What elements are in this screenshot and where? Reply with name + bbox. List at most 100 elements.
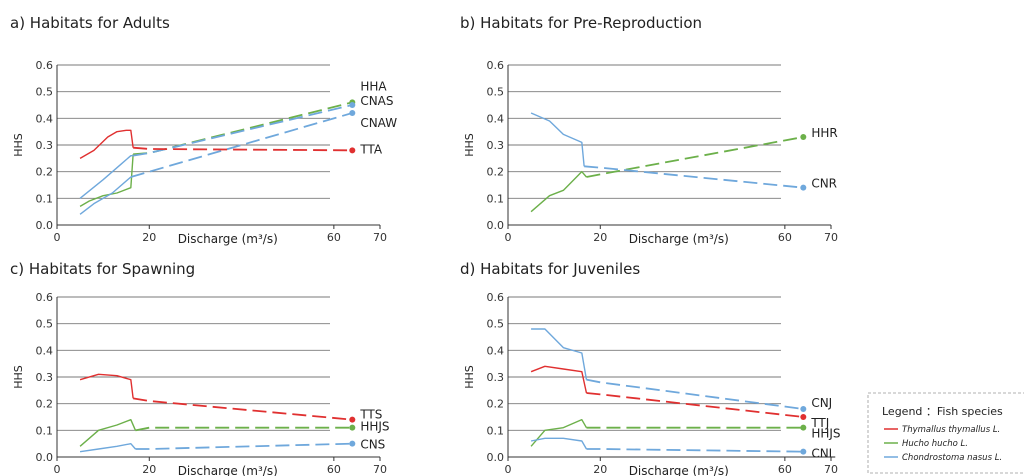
y-axis-label: HHS [463,365,476,389]
series-line-cnl [530,437,588,450]
y-tick-label: 0.2 [36,166,54,179]
x-tick-label: 20 [142,231,156,244]
y-tick-label: 0.1 [487,192,505,205]
legend-box [867,392,1024,474]
legend-label-thymallus: Thymallus thymallus L. [902,425,1000,435]
x-axis-label: Discharge (m³/s) [178,464,278,476]
y-axis-label: HHS [12,365,25,389]
series-endpoint-cnas [349,102,356,108]
y-tick-label: 0.1 [36,424,54,437]
series-label-hhjs: HHJS [360,420,389,434]
legend-label-hucho: Hucho hucho L. [902,439,968,449]
series-dashed-ttj [586,392,804,418]
series-label-cnr: CNR [811,177,837,191]
series-dashed-cnl [586,448,804,453]
series-label-cnas: CNAS [360,94,393,108]
y-axis-label: HHS [12,133,25,157]
series-label-cnj: CNJ [811,396,832,410]
series-dashed-cns [135,442,353,450]
y-tick-label: 0.2 [487,166,505,179]
y-tick-label: 0.3 [36,371,54,384]
series-endpoint-hhr [800,134,807,140]
x-axis-label: Discharge (m³/s) [178,232,278,246]
y-tick-label: 0.0 [487,219,505,232]
y-tick-label: 0.1 [36,192,54,205]
series-dashed-cnaw [130,112,353,178]
y-tick-label: 0.1 [487,424,505,437]
series-line-tts [79,373,134,399]
x-tick-label: 70 [373,463,387,476]
panels: a) Habitats for Adults 0.0 0.1 0.2 0.3 0.4 0.5… [10,14,841,476]
y-axis-label: HHS [463,133,476,157]
series-endpoint-cns [349,440,356,447]
y-tick-label: 0.4 [36,112,54,125]
series-label-ttj: TTJ [810,416,829,430]
series-line-ttj [530,365,588,394]
x-tick-label: 0 [54,463,61,476]
x-tick-label: 20 [593,463,607,476]
y-tick-label: 0.6 [36,59,54,72]
y-tick-label: 0.4 [487,344,505,357]
series-label-tta: TTA [359,142,383,156]
x-tick-label: 0 [505,231,512,244]
y-tick-label: 0.6 [36,291,54,304]
series-dashed-hha [133,101,353,156]
series-endpoint-cnj [800,406,807,412]
y-tick-label: 0.0 [36,451,54,464]
chart-panel-2: c) Habitats for Spawning 0.0 0.1 0.2 0.3 0.4 0… [10,260,390,476]
chart-title: a) Habitats for Adults [10,14,170,32]
y-tick-label: 0.3 [487,139,505,152]
y-tick-label: 0.5 [36,86,54,99]
series-dashed-tts [132,397,353,421]
series-label-hha: HHA [360,79,387,93]
series-dashed-cnas [132,104,353,157]
series-dashed-cnj [586,378,804,410]
chart-title: c) Habitats for Spawning [10,260,195,278]
x-tick-label: 60 [778,463,792,476]
chart-title: d) Habitats for Juveniles [460,260,640,278]
series-line-cnr [530,112,585,167]
x-tick-label: 0 [505,463,512,476]
y-tick-label: 0.5 [487,318,505,331]
y-tick-label: 0.0 [487,451,505,464]
series-dashed-hhjs [135,426,353,432]
series-line-hhjs [79,418,137,447]
x-tick-label: 20 [142,463,156,476]
y-tick-label: 0.4 [36,344,54,357]
series-label-tts: TTS [359,408,382,422]
y-tick-label: 0.5 [487,86,505,99]
y-tick-label: 0.5 [36,318,54,331]
x-axis-label: Discharge (m³/s) [629,232,729,246]
series-label-hhjs: HHJS [811,427,840,441]
series-dashed-tta [133,146,353,152]
series-line-cnj [531,328,588,380]
legend: Legend ：Fish species Thymallus thymallus… [867,392,1024,474]
y-tick-label: 0.2 [487,398,505,411]
x-tick-label: 70 [824,463,838,476]
x-tick-label: 60 [327,231,341,244]
series-line-cnaw [79,176,132,215]
series-line-hhjs [530,418,588,447]
chart-panel-3: d) Habitats for Juveniles 0.0 0.1 0.2 0.3 0.4… [460,260,841,476]
legend-title: Legend ：Fish species [882,405,1003,418]
x-tick-label: 20 [593,231,607,244]
x-tick-label: 70 [824,231,838,244]
x-tick-label: 70 [373,231,387,244]
series-line-tta [79,129,134,159]
series-line-cns [79,442,136,453]
y-tick-label: 0.0 [36,219,54,232]
y-tick-label: 0.6 [487,59,505,72]
y-tick-label: 0.6 [487,291,505,304]
x-tick-label: 0 [54,231,61,244]
series-endpoint-tts [349,416,356,423]
x-tick-label: 60 [778,231,792,244]
series-endpoint-ttj [800,414,807,420]
series-line-hhr [530,170,587,213]
series-label-cns: CNS [360,438,385,452]
chart-panel-0: a) Habitats for Adults 0.0 0.1 0.2 0.3 0.4 0.5… [10,14,397,246]
chart-title: b) Habitats for Pre-Reproduction [460,14,702,32]
y-tick-label: 0.3 [36,139,54,152]
x-axis-label: Discharge (m³/s) [629,464,729,476]
series-line-cnas [79,154,134,199]
